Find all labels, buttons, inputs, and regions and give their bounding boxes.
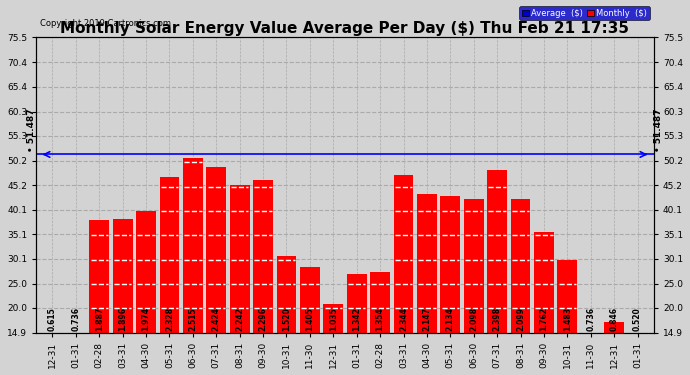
Text: 1.887: 1.887	[95, 307, 103, 332]
Text: 0.520: 0.520	[633, 308, 642, 332]
Text: 1.896: 1.896	[118, 308, 127, 332]
Text: 0.736: 0.736	[586, 308, 595, 332]
Text: 1.520: 1.520	[282, 308, 291, 332]
Text: 2.099: 2.099	[516, 308, 525, 332]
Bar	[206, 167, 226, 375]
Bar	[66, 333, 86, 375]
Bar	[43, 345, 62, 375]
Text: 2.242: 2.242	[235, 308, 244, 332]
Bar	[440, 196, 460, 375]
Text: Copyright 2019 Cartronics.com: Copyright 2019 Cartronics.com	[39, 19, 170, 28]
Text: 2.296: 2.296	[259, 308, 268, 332]
Text: 2.147: 2.147	[422, 308, 431, 332]
Text: 0.615: 0.615	[48, 308, 57, 332]
Legend: Average  ($), Monthly  ($): Average ($), Monthly ($)	[520, 6, 650, 20]
Text: 2.344: 2.344	[399, 308, 408, 332]
Text: 0.846: 0.846	[610, 308, 619, 332]
Text: 2.515: 2.515	[188, 308, 197, 332]
Text: 2.328: 2.328	[165, 308, 174, 332]
Bar	[159, 177, 179, 375]
Text: 1.035: 1.035	[329, 308, 338, 332]
Bar	[464, 199, 484, 375]
Text: 2.098: 2.098	[469, 308, 478, 332]
Bar	[347, 273, 366, 375]
Text: 1.342: 1.342	[352, 308, 361, 332]
Bar	[417, 195, 437, 375]
Text: 1.762: 1.762	[540, 308, 549, 332]
Bar	[253, 180, 273, 375]
Bar	[112, 219, 132, 375]
Text: 1.974: 1.974	[141, 308, 150, 332]
Text: 2.424: 2.424	[212, 308, 221, 332]
Text: 0.736: 0.736	[71, 308, 80, 332]
Text: • 51.487: • 51.487	[654, 108, 663, 152]
Text: 1.483: 1.483	[563, 308, 572, 332]
Bar	[511, 199, 531, 375]
Bar	[300, 267, 320, 375]
Bar	[136, 211, 156, 375]
Bar	[324, 304, 343, 375]
Text: 1.405: 1.405	[306, 308, 315, 332]
Bar	[628, 354, 647, 375]
Bar	[370, 272, 390, 375]
Bar	[604, 322, 624, 375]
Title: Monthly Solar Energy Value Average Per Day ($) Thu Feb 21 17:35: Monthly Solar Energy Value Average Per D…	[61, 21, 629, 36]
Text: 1.354: 1.354	[375, 308, 384, 332]
Bar	[487, 170, 507, 375]
Bar	[183, 158, 203, 375]
Text: • 51.487: • 51.487	[27, 108, 36, 152]
Bar	[558, 260, 578, 375]
Bar	[581, 333, 601, 375]
Bar	[277, 256, 297, 375]
Bar	[534, 232, 554, 375]
Text: 2.398: 2.398	[493, 308, 502, 332]
Bar	[393, 175, 413, 375]
Bar	[230, 185, 250, 375]
Bar	[89, 220, 109, 375]
Text: 2.134: 2.134	[446, 308, 455, 332]
